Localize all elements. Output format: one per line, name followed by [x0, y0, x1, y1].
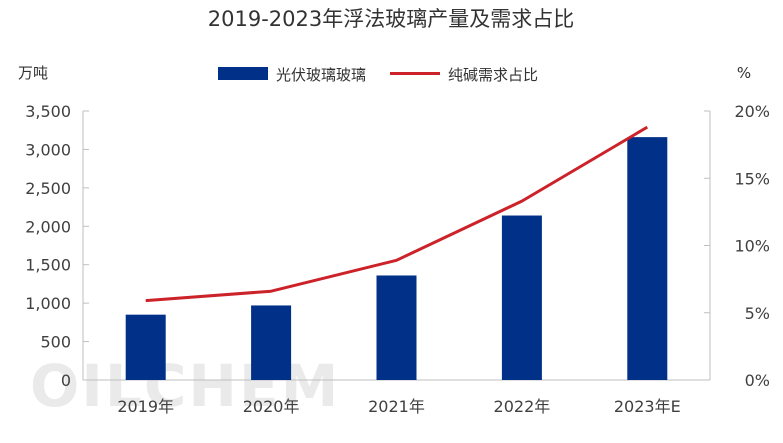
x-tick-label: 2023年E [614, 397, 681, 416]
legend-bar-swatch [218, 67, 268, 80]
left-tick-label: 3,500 [25, 102, 71, 121]
left-tick-label: 2,000 [25, 217, 71, 236]
legend-bar-label: 光伏玻璃玻璃 [276, 66, 366, 84]
legend: 光伏玻璃玻璃 纯碱需求占比 [218, 66, 538, 84]
right-tick-label: 15% [734, 169, 770, 188]
right-tick-label: 10% [734, 237, 770, 256]
left-tick-label: 1,500 [25, 256, 71, 275]
left-tick-label: 1,000 [25, 294, 71, 313]
x-tick-label: 2021年 [368, 397, 425, 416]
x-tick-label: 2020年 [243, 397, 300, 416]
bar [376, 275, 417, 380]
right-tick-label: 0% [745, 371, 770, 390]
bar [251, 305, 292, 380]
left-tick-label: 0 [61, 371, 71, 390]
right-tick-label: 5% [745, 304, 770, 323]
x-tick-label: 2022年 [494, 397, 551, 416]
right-axis-unit: % [737, 64, 751, 82]
bar [501, 215, 542, 380]
left-tick-label: 2,500 [25, 179, 71, 198]
x-tick-label: 2019年 [117, 397, 174, 416]
left-tick-label: 500 [40, 333, 71, 352]
left-axis-unit: 万吨 [18, 64, 48, 82]
bar [125, 314, 166, 380]
chart-title: 2019-2023年浮法玻璃产量及需求占比 [208, 7, 574, 31]
left-tick-label: 3,000 [25, 140, 71, 159]
legend-line-label: 纯碱需求占比 [448, 66, 538, 84]
bar [627, 137, 668, 380]
right-tick-label: 20% [734, 102, 770, 121]
series-line [145, 125, 649, 303]
